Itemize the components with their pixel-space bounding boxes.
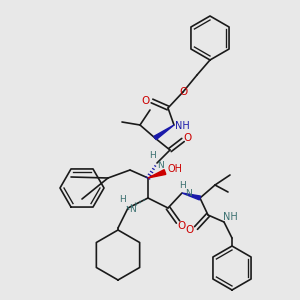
Text: NH: NH [223, 212, 237, 222]
Polygon shape [154, 125, 174, 140]
Text: O: O [179, 87, 187, 97]
Text: N: N [158, 160, 164, 169]
Polygon shape [148, 169, 166, 178]
Polygon shape [182, 193, 200, 200]
Text: H: H [180, 181, 186, 190]
Text: H: H [148, 151, 155, 160]
Text: O: O [178, 221, 186, 231]
Text: O: O [186, 225, 194, 235]
Text: OH: OH [167, 164, 182, 174]
Text: NH: NH [175, 121, 189, 131]
Text: O: O [142, 96, 150, 106]
Text: O: O [184, 133, 192, 143]
Text: N: N [129, 206, 135, 214]
Text: N: N [186, 190, 192, 199]
Text: H: H [120, 196, 126, 205]
